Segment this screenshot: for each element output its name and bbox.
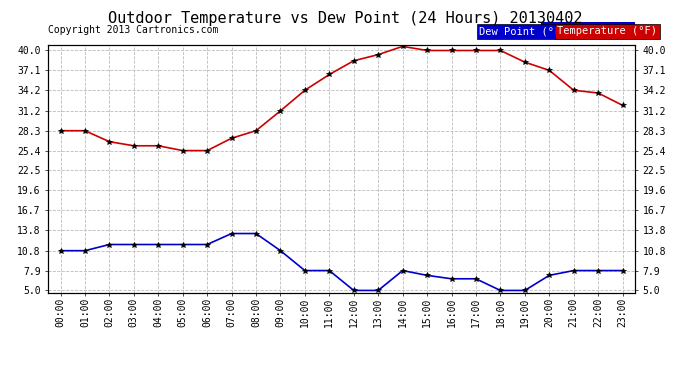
Text: Temperature (°F): Temperature (°F) bbox=[558, 26, 658, 36]
Text: Dew Point (°F): Dew Point (°F) bbox=[480, 26, 567, 36]
Text: Dew Point (°F): Dew Point (°F) bbox=[544, 25, 632, 35]
Text: Outdoor Temperature vs Dew Point (24 Hours) 20130402: Outdoor Temperature vs Dew Point (24 Hou… bbox=[108, 11, 582, 26]
Text: Copyright 2013 Cartronics.com: Copyright 2013 Cartronics.com bbox=[48, 25, 219, 35]
